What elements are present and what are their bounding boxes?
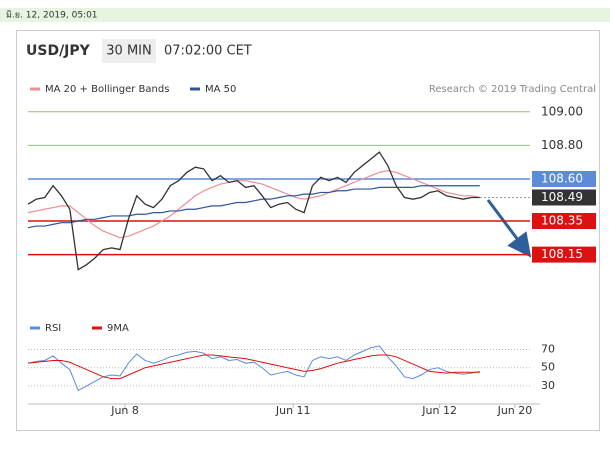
x-tick-label: Jun 12: [421, 404, 457, 417]
y-tick-label: 108.80: [541, 138, 583, 152]
legend-label: MA 50: [205, 84, 236, 95]
symbol: USD/JPY: [26, 43, 91, 59]
timestamp: มิ.ย. 12, 2019, 05:01: [6, 10, 98, 21]
level-label: 108.15: [541, 247, 583, 261]
legend-label: 9MA: [107, 323, 129, 334]
x-tick-label: Jun 8: [110, 404, 139, 417]
credit: Research © 2019 Trading Central: [429, 84, 596, 95]
level-label: 108.49: [541, 190, 583, 204]
x-tick-label: Jun 20: [497, 404, 533, 417]
rsi-tick-label: 50: [541, 361, 555, 374]
y-tick-label: 109.00: [541, 104, 583, 118]
x-tick-label: Jun 11: [275, 404, 311, 417]
time: 07:02:00 CET: [164, 44, 252, 59]
timeframe: 30 MIN: [106, 44, 151, 59]
rsi-tick-label: 30: [541, 379, 555, 392]
chart: มิ.ย. 12, 2019, 05:01 USD/JPY 30 MIN 07:…: [0, 0, 610, 446]
legend-label: MA 20 + Bollinger Bands: [45, 84, 169, 95]
rsi-tick-label: 70: [541, 343, 555, 356]
level-label: 108.35: [541, 214, 583, 228]
level-label: 108.60: [541, 172, 583, 186]
legend-label: RSI: [45, 323, 61, 334]
